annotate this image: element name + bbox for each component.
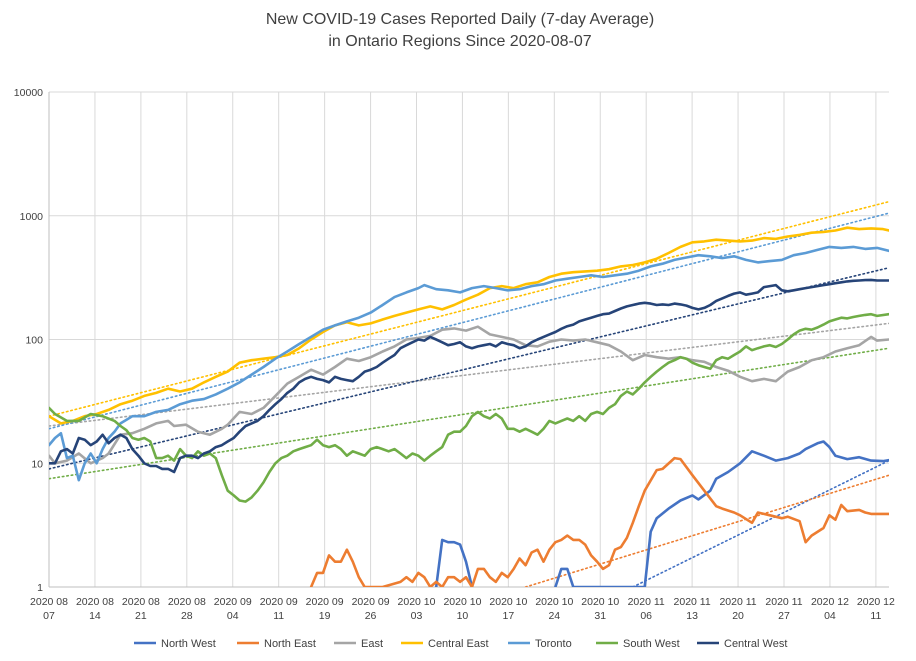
series-line-north-west: [434, 538, 474, 587]
y-tick-label: 100: [25, 335, 43, 347]
legend-label-central-west: Central West: [724, 638, 787, 650]
x-tick-label-bottom: 11: [870, 610, 881, 622]
x-tick-label-bottom: 13: [686, 610, 698, 622]
y-tick-label: 1000: [20, 211, 44, 223]
x-tick-label-top: 2020 11: [765, 596, 802, 608]
x-tick-label-bottom: 26: [365, 610, 377, 622]
x-tick-label-top: 2020 08: [76, 596, 114, 608]
trendline-central-east: [49, 200, 889, 417]
x-tick-label-bottom: 03: [411, 610, 423, 622]
x-tick-label-top: 2020 10: [443, 596, 481, 608]
x-tick-label-bottom: 10: [457, 610, 469, 622]
chart-title-line-1: New COVID-19 Cases Reported Daily (7-day…: [266, 11, 654, 28]
x-tick-label-bottom: 27: [778, 610, 790, 622]
trendline-north-west: [632, 459, 889, 587]
x-tick-label-bottom: 17: [503, 610, 515, 622]
legend-label-toronto: Toronto: [535, 638, 572, 650]
series-line-north-east: [309, 456, 889, 587]
legend: North West North East East Central East Toro…: [134, 638, 787, 650]
legend-label-north-east: North East: [264, 638, 316, 650]
trendline-north-east: [524, 474, 889, 587]
legend-label-east: East: [361, 638, 383, 650]
x-tick-label-top: 2020 08: [168, 596, 206, 608]
series-line-toronto: [49, 245, 889, 482]
x-tick-label-bottom: 04: [824, 610, 836, 622]
x-tick-label-top: 2020 10: [398, 596, 436, 608]
legend-label-central-east: Central East: [428, 638, 489, 650]
x-tick-label-top: 2020 12: [811, 596, 849, 608]
y-axis-tick-labels: 1 10 100 1000 10000: [14, 87, 43, 594]
x-tick-label-top: 2020 12: [857, 596, 895, 608]
x-tick-label-bottom: 04: [227, 610, 239, 622]
x-tick-label-top: 2020 10: [535, 596, 573, 608]
x-tick-label-top: 2020 08: [122, 596, 160, 608]
x-tick-label-top: 2020 10: [489, 596, 527, 608]
chart-title-line-2: in Ontario Regions Since 2020-08-07: [328, 33, 591, 50]
series-line-central-east: [49, 226, 889, 425]
x-tick-label-top: 2020 09: [352, 596, 390, 608]
y-tick-label: 1: [37, 582, 43, 594]
x-tick-label-top: 2020 11: [719, 596, 756, 608]
x-tick-label-bottom: 31: [594, 610, 606, 622]
x-tick-label-bottom: 07: [43, 610, 55, 622]
x-tick-label-bottom: 11: [273, 610, 284, 622]
series-lines: [49, 226, 889, 587]
series-line-east: [49, 325, 889, 465]
x-tick-label-bottom: 21: [135, 610, 147, 622]
x-tick-label-bottom: 28: [181, 610, 193, 622]
y-tick-label: 10000: [14, 87, 43, 99]
x-tick-label-bottom: 14: [89, 610, 101, 622]
legend-label-south-west: South West: [623, 638, 680, 650]
x-tick-label-bottom: 24: [548, 610, 560, 622]
x-tick-label-top: 2020 08: [30, 596, 68, 608]
x-tick-label-top: 2020 09: [306, 596, 344, 608]
x-tick-label-bottom: 20: [732, 610, 744, 622]
trendlines: [49, 200, 889, 587]
series-line-central-west: [49, 278, 889, 474]
x-tick-label-bottom: 06: [640, 610, 652, 622]
series-line-south-west: [49, 312, 889, 503]
x-tick-label-top: 2020 11: [628, 596, 665, 608]
series-line-north-west: [554, 440, 889, 587]
trendline-east: [49, 322, 889, 427]
x-tick-label-top: 2020 10: [581, 596, 619, 608]
chart-title: New COVID-19 Cases Reported Daily (7-day…: [266, 11, 654, 50]
y-tick-label: 10: [31, 458, 43, 470]
trendline-toronto: [49, 212, 889, 430]
trendline-central-west: [49, 266, 889, 470]
x-tick-label-top: 2020 09: [260, 596, 298, 608]
legend-label-north-west: North West: [161, 638, 216, 650]
x-tick-label-top: 2020 11: [674, 596, 711, 608]
x-tick-label-bottom: 19: [319, 610, 331, 622]
x-tick-label-top: 2020 09: [214, 596, 252, 608]
